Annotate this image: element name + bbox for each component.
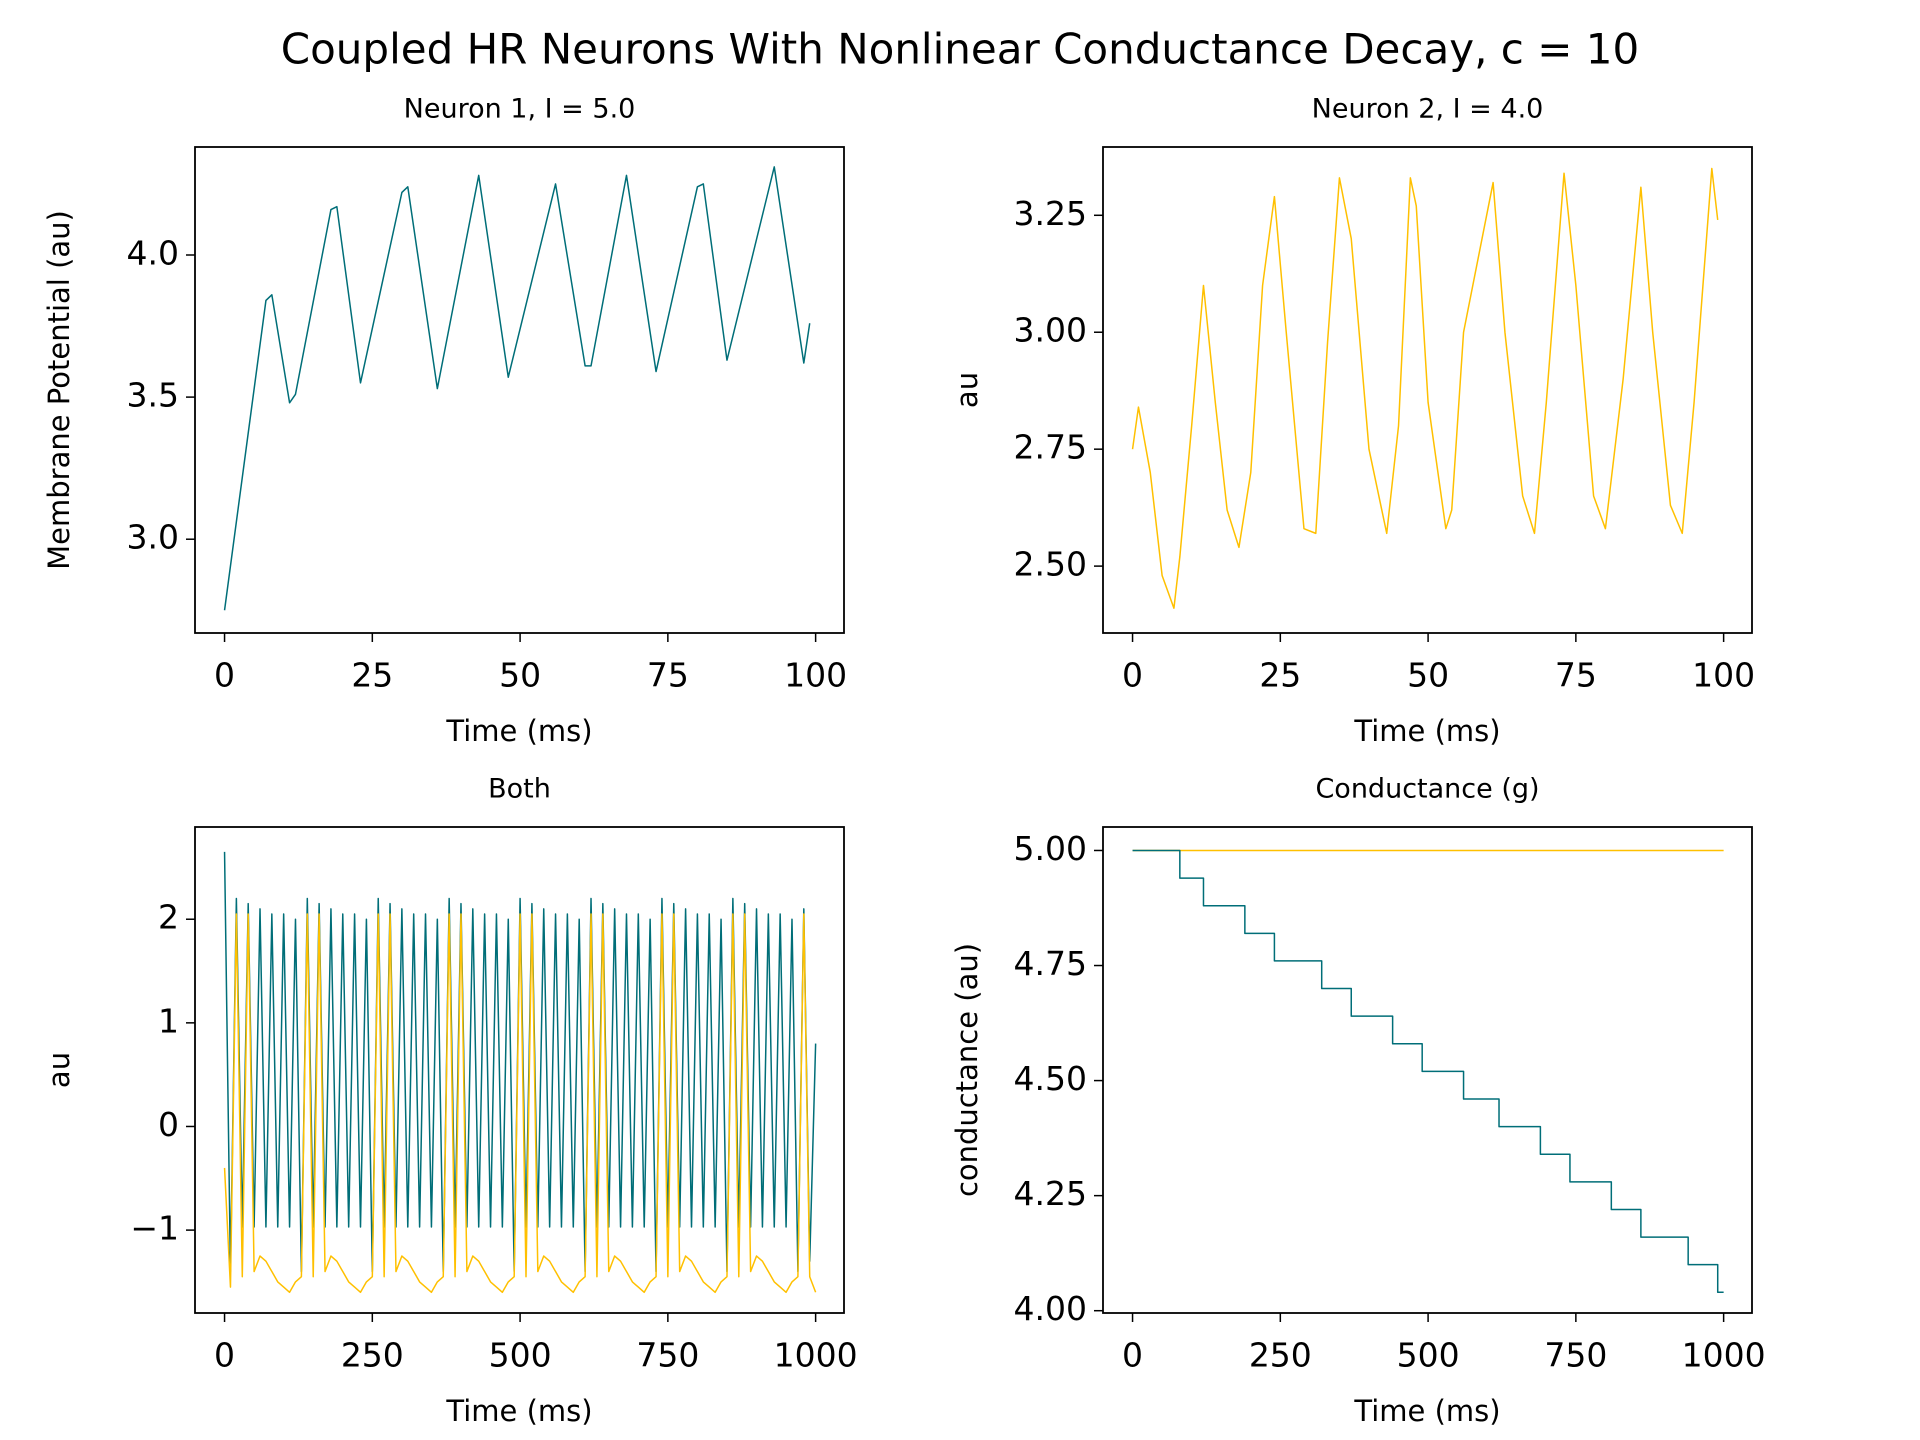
panel-title: Neuron 2, I = 4.0 bbox=[1312, 94, 1544, 125]
y-tick-label: 4.50 bbox=[1014, 1059, 1087, 1098]
y-tick-label: 2.50 bbox=[1014, 545, 1087, 584]
x-tick-label: 75 bbox=[647, 656, 689, 695]
x-tick-label: 500 bbox=[1397, 1336, 1460, 1375]
y-axis-label: conductance (au) bbox=[950, 943, 984, 1197]
x-tick-label: 0 bbox=[214, 656, 235, 695]
y-tick-label: 3.5 bbox=[127, 376, 179, 415]
x-tick-label: 500 bbox=[489, 1336, 552, 1375]
x-tick-label: 1000 bbox=[774, 1336, 858, 1375]
x-tick-label: 25 bbox=[351, 656, 393, 695]
x-tick-label: 100 bbox=[1692, 656, 1755, 695]
y-tick-label: 0 bbox=[158, 1105, 179, 1144]
x-tick-label: 0 bbox=[214, 1336, 235, 1375]
x-tick-label: 0 bbox=[1122, 1336, 1143, 1375]
y-tick-label: 4.25 bbox=[1014, 1174, 1087, 1213]
x-axis-label: Time (ms) bbox=[445, 714, 592, 748]
x-tick-label: 250 bbox=[1249, 1336, 1312, 1375]
y-axis-label: Membrane Potential (au) bbox=[42, 210, 76, 570]
x-axis-label: Time (ms) bbox=[1353, 1394, 1500, 1428]
x-axis-label: Time (ms) bbox=[445, 1394, 592, 1428]
axes-frame bbox=[1102, 146, 1753, 634]
y-tick-label: 3.00 bbox=[1014, 311, 1087, 350]
x-tick-label: 750 bbox=[636, 1336, 699, 1375]
x-tick-label: 250 bbox=[341, 1336, 404, 1375]
y-tick-label: 5.00 bbox=[1014, 829, 1087, 868]
x-tick-label: 50 bbox=[499, 656, 541, 695]
axes-frame bbox=[1102, 826, 1753, 1314]
x-axis-label: Time (ms) bbox=[1353, 714, 1500, 748]
y-axis-label: au bbox=[42, 1052, 76, 1088]
y-axis-label: au bbox=[950, 372, 984, 408]
x-tick-label: 100 bbox=[784, 656, 847, 695]
x-tick-label: 0 bbox=[1122, 656, 1143, 695]
y-tick-label: 3.25 bbox=[1014, 194, 1087, 233]
axes-frame bbox=[194, 146, 845, 634]
y-tick-label: 4.75 bbox=[1014, 944, 1087, 983]
series-line bbox=[223, 166, 811, 611]
axes-frame bbox=[194, 826, 845, 1314]
panel-title: Both bbox=[488, 774, 551, 805]
x-tick-label: 750 bbox=[1544, 1336, 1607, 1375]
panel-title: Conductance (g) bbox=[1315, 774, 1539, 805]
y-tick-label: 1 bbox=[158, 1001, 179, 1040]
series-line bbox=[1132, 849, 1724, 1294]
y-tick-label: 3.0 bbox=[127, 518, 179, 557]
x-tick-label: 25 bbox=[1259, 656, 1301, 695]
y-tick-label: 2.75 bbox=[1014, 428, 1087, 467]
y-tick-label: 2 bbox=[158, 898, 179, 937]
y-tick-label: −1 bbox=[130, 1209, 179, 1248]
x-tick-label: 1000 bbox=[1682, 1336, 1766, 1375]
series-line bbox=[223, 913, 817, 1294]
figure-title: Coupled HR Neurons With Nonlinear Conduc… bbox=[281, 25, 1639, 74]
series-line bbox=[1131, 167, 1719, 609]
y-tick-label: 4.0 bbox=[127, 234, 179, 273]
x-tick-label: 50 bbox=[1407, 656, 1449, 695]
y-tick-label: 4.00 bbox=[1014, 1289, 1087, 1328]
x-tick-label: 75 bbox=[1555, 656, 1597, 695]
panel-title: Neuron 1, I = 5.0 bbox=[404, 94, 636, 125]
